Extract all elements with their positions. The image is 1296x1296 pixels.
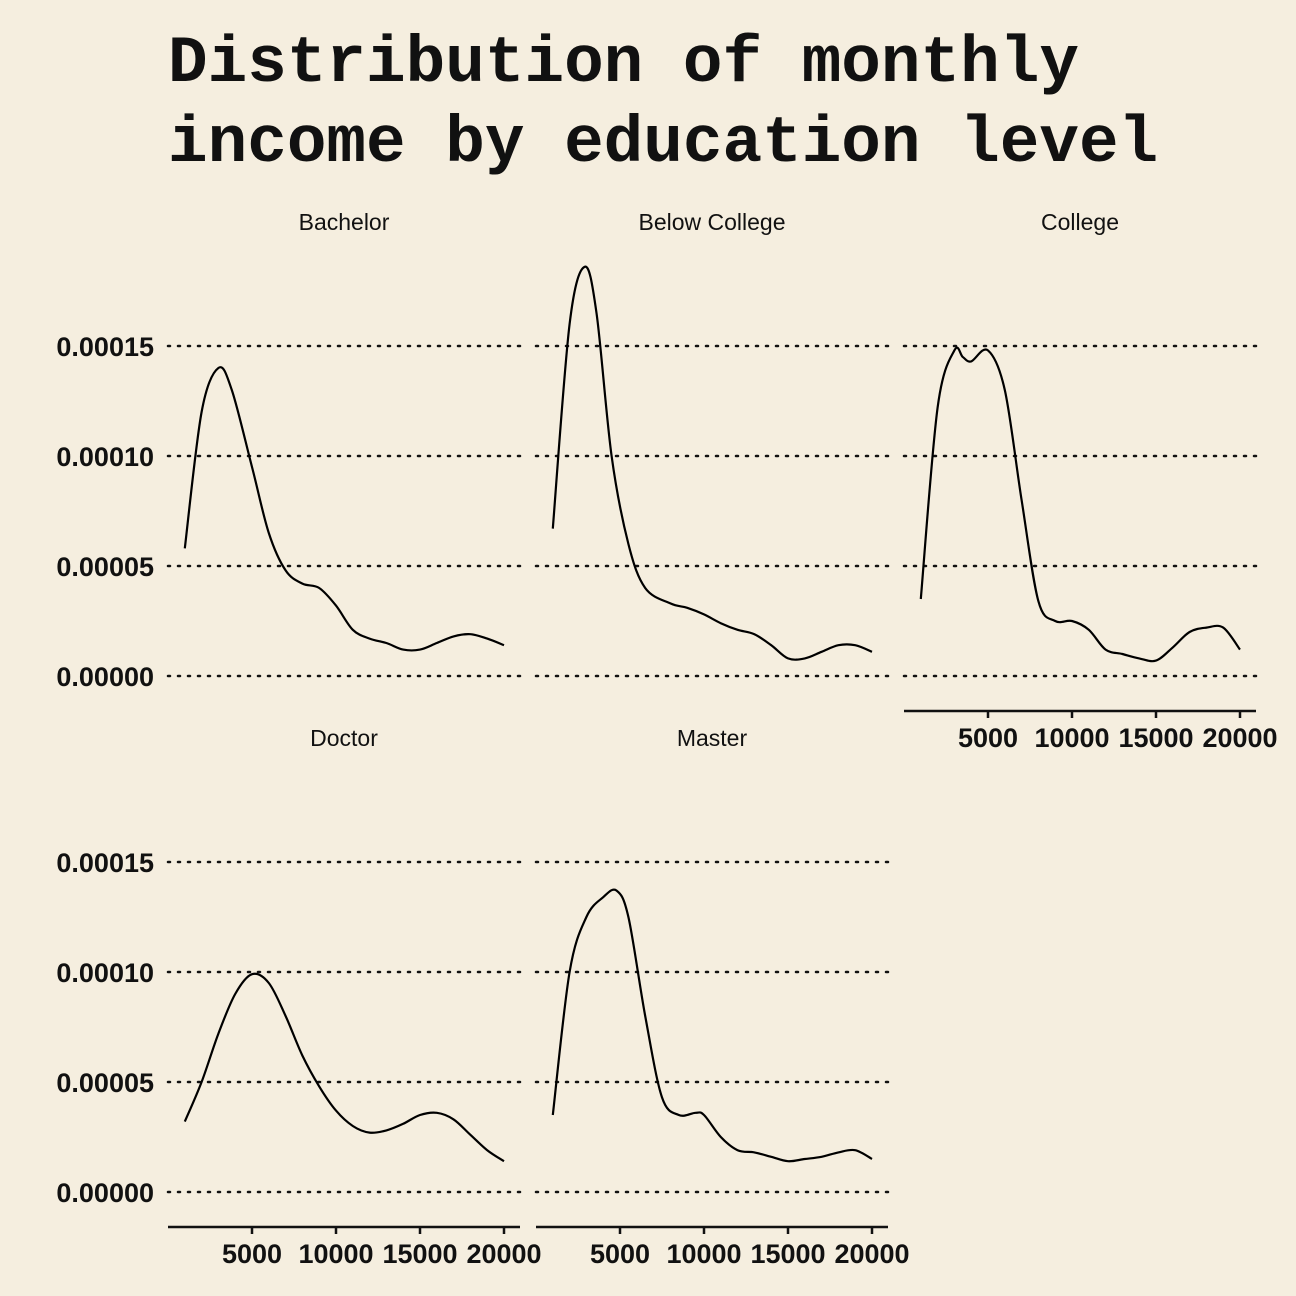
density-curve — [919, 346, 1241, 663]
x-tick-label: 5000 — [590, 1239, 650, 1269]
y-tick-label: 0.00010 — [56, 958, 154, 988]
y-tick-label: 0.00000 — [56, 1178, 154, 1208]
facet-doctor: Doctor 0.00000 0.00005 0.00010 0.00015 5000 10… — [56, 725, 541, 1269]
facet-label: Below College — [638, 209, 785, 235]
facet-label: Doctor — [310, 725, 378, 751]
y-tick-label: 0.00015 — [56, 848, 154, 878]
chart-title: Distribution of monthly income by educat… — [168, 26, 1159, 181]
x-tick-label: 15000 — [750, 1239, 825, 1269]
x-tick-label: 20000 — [1202, 723, 1277, 753]
y-tick-label: 0.00010 — [56, 442, 154, 472]
density-curve — [183, 366, 505, 652]
x-tick-label: 20000 — [466, 1239, 541, 1269]
density-curve — [551, 888, 873, 1163]
density-curve — [183, 972, 505, 1163]
facet-bachelor: Bachelor 0.00000 0.00005 0.00010 0.00015 — [56, 209, 522, 692]
y-tick-label: 0.00000 — [56, 662, 154, 692]
x-tick-label: 10000 — [1034, 723, 1109, 753]
density-curve — [551, 265, 873, 661]
x-tick-label: 5000 — [958, 723, 1018, 753]
facet-label: Master — [677, 725, 748, 751]
x-tick-label: 10000 — [666, 1239, 741, 1269]
facet-below-college: Below College — [534, 209, 890, 678]
facet-label: Bachelor — [299, 209, 390, 235]
x-tick-label: 10000 — [298, 1239, 373, 1269]
y-tick-label: 0.00005 — [56, 1068, 154, 1098]
x-tick-label: 5000 — [222, 1239, 282, 1269]
facet-college: College 5000 10000 15000 20000 — [902, 209, 1278, 753]
y-tick-label: 0.00015 — [56, 332, 154, 362]
x-tick-label: 20000 — [834, 1239, 909, 1269]
facet-master: Master 5000 10000 15000 20000 — [534, 725, 910, 1269]
y-tick-label: 0.00005 — [56, 552, 154, 582]
facet-label: College — [1041, 209, 1119, 235]
x-tick-label: 15000 — [1118, 723, 1193, 753]
x-tick-label: 15000 — [382, 1239, 457, 1269]
